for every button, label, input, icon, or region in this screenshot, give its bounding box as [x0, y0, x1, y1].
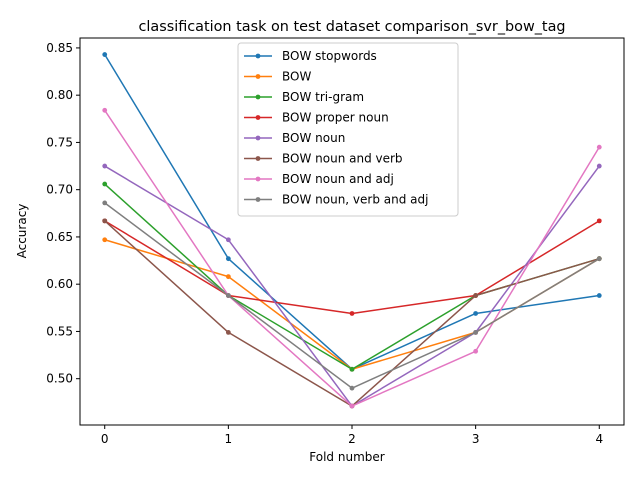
tick-layer: 0 1 2 3 4 0.50 0.55 0.60 0.65 0.70 0.75 0.80 0.85	[46, 41, 603, 446]
data-point	[102, 107, 108, 113]
data-point	[102, 237, 108, 243]
y-tick-label: 0.60	[46, 277, 73, 291]
x-tick-label: 0	[101, 432, 109, 446]
legend-label: BOW tri-gram	[282, 90, 364, 104]
data-point	[596, 144, 602, 150]
legend-label: BOW noun	[282, 131, 345, 145]
legend-swatch-marker	[255, 176, 261, 182]
data-point	[349, 403, 355, 409]
legend-label: BOW noun, verb and adj	[282, 193, 428, 207]
legend-swatch-marker	[255, 74, 261, 79]
legend-swatch-marker	[255, 197, 261, 202]
data-point	[596, 293, 602, 298]
legend-swatch-marker	[255, 94, 261, 100]
legend: BOW stopwords BOW BOW tri-gram BOW proper n…	[237, 42, 459, 217]
plot-frame	[79, 37, 625, 426]
data-point	[473, 293, 479, 298]
data-point	[349, 311, 355, 316]
legend-label: BOW proper noun	[282, 111, 389, 125]
data-point	[473, 329, 479, 335]
y-tick-label: 0.50	[46, 372, 73, 386]
data-point	[225, 329, 231, 335]
data-point	[225, 256, 231, 262]
x-tick-label: 4	[595, 432, 603, 446]
data-point	[349, 366, 355, 372]
data-point	[596, 163, 602, 169]
y-tick-label: 0.75	[46, 135, 73, 149]
data-point	[596, 256, 602, 262]
data-point	[473, 348, 479, 354]
data-point	[102, 200, 108, 206]
legend-swatch-marker	[255, 53, 261, 59]
data-point	[349, 385, 355, 391]
x-tick-label: 1	[225, 432, 233, 446]
x-tick-label: 3	[472, 432, 480, 446]
data-point	[225, 274, 231, 280]
data-point	[225, 237, 231, 243]
legend-swatch-marker	[255, 135, 261, 141]
y-tick-label: 0.85	[46, 41, 73, 55]
y-tick-label: 0.80	[46, 88, 73, 102]
legend-swatch-marker	[255, 115, 261, 120]
legend-label: BOW noun and adj	[282, 172, 394, 186]
legend-label: BOW stopwords	[282, 49, 377, 63]
series-line	[104, 202, 600, 389]
y-tick-label: 0.70	[46, 183, 73, 197]
series-line	[104, 220, 600, 315]
series-bow-noun-verb-and-adj	[102, 200, 602, 391]
x-axis-title: Fold number	[309, 450, 384, 464]
data-point	[102, 181, 108, 187]
data-point	[225, 293, 231, 298]
legend-swatch-marker	[255, 156, 261, 161]
legend-label: BOW	[282, 70, 311, 84]
legend-label: BOW noun and verb	[282, 152, 403, 166]
y-tick-label: 0.65	[46, 230, 73, 244]
data-point	[102, 52, 108, 57]
legend-frame	[237, 42, 459, 217]
y-tick-label: 0.55	[46, 324, 73, 338]
data-point	[102, 163, 108, 169]
x-tick-label: 2	[348, 432, 356, 446]
data-point	[596, 218, 602, 224]
data-point	[102, 218, 108, 224]
series-layer	[102, 52, 602, 409]
chart-title: classification task on test dataset comp…	[138, 19, 565, 35]
data-point	[473, 311, 479, 316]
y-axis-title: Accuracy	[15, 204, 29, 259]
